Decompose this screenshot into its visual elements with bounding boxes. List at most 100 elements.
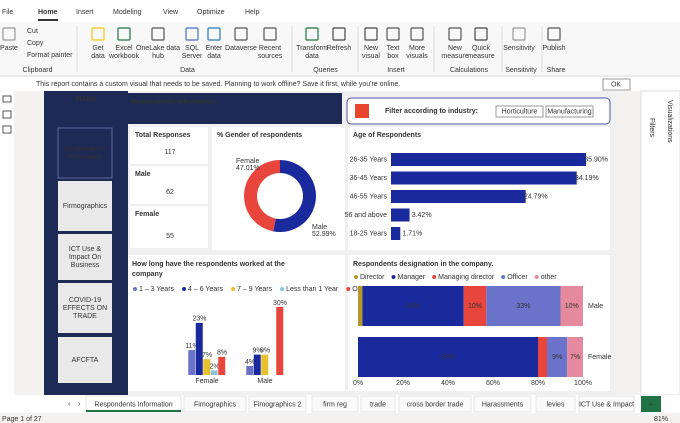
- page-tab[interactable]: [578, 395, 635, 413]
- ribbon-button-label[interactable]: Publish: [543, 45, 566, 52]
- ribbon-button-label[interactable]: Server: [182, 53, 203, 60]
- nav-button[interactable]: [58, 181, 112, 231]
- ribbon-icon[interactable]: [547, 27, 561, 41]
- ribbon-group-label: Queries: [313, 67, 338, 74]
- ribbon-button-label[interactable]: SQL: [185, 45, 199, 52]
- ribbon-small-button[interactable]: Copy: [27, 40, 44, 47]
- ribbon-button-label[interactable]: data: [305, 53, 319, 60]
- page-tab-label[interactable]: Fimographics 2: [254, 401, 302, 408]
- page-tab-label[interactable]: firm reg: [323, 401, 347, 408]
- tab-nav[interactable]: ›: [78, 401, 81, 408]
- menu-tab[interactable]: Help: [245, 9, 260, 16]
- visualizations-pane-label[interactable]: Visualizations: [666, 100, 673, 143]
- menu-tab[interactable]: Home: [38, 9, 58, 16]
- ribbon-icon[interactable]: [117, 27, 131, 41]
- page-tab-label[interactable]: Respondents Information: [94, 401, 172, 408]
- ribbon-icon[interactable]: [332, 27, 346, 41]
- add-page-icon[interactable]: +: [649, 401, 653, 408]
- ribbon-button-label[interactable]: Text: [387, 45, 400, 52]
- ribbon-icon[interactable]: [448, 27, 462, 41]
- ribbon-icon[interactable]: [512, 27, 526, 41]
- ribbon-button-label[interactable]: data: [91, 53, 105, 60]
- legend-marker: [432, 275, 437, 279]
- filter-option[interactable]: [495, 105, 544, 118]
- ribbon-icon[interactable]: [2, 27, 16, 41]
- page-tab[interactable]: [398, 395, 472, 413]
- ribbon-button-label[interactable]: visuals: [406, 53, 428, 60]
- ribbon-button-label[interactable]: OneLake data: [136, 45, 180, 52]
- page-tab[interactable]: [183, 395, 247, 413]
- filter-option-label[interactable]: Horticulture: [502, 108, 538, 115]
- ribbon-button-label[interactable]: Quick: [472, 45, 490, 52]
- page-tab-label[interactable]: Harassments: [482, 401, 524, 408]
- page-tab-label[interactable]: ICT Use & Impact: [579, 401, 634, 408]
- ribbon-button-label[interactable]: Sensitivity: [503, 45, 535, 52]
- model-view-icon[interactable]: [2, 125, 12, 134]
- nav-label[interactable]: ICT Use & Impact On Business: [69, 246, 102, 269]
- page-tab-label[interactable]: cross border trade: [407, 401, 464, 408]
- ribbon-button-label[interactable]: Refresh: [327, 45, 352, 52]
- ribbon-button-label[interactable]: measure: [441, 53, 468, 60]
- menu-tab[interactable]: File: [2, 9, 13, 16]
- add-page-button[interactable]: [641, 396, 661, 412]
- ribbon-button-label[interactable]: New: [364, 45, 379, 52]
- page-tab[interactable]: [360, 395, 396, 413]
- page-tab-label[interactable]: trade: [370, 401, 386, 408]
- ribbon-small-button[interactable]: Format painter: [27, 52, 73, 59]
- ribbon-icon[interactable]: [151, 27, 165, 41]
- nav-button[interactable]: [58, 234, 112, 280]
- ribbon-button-label[interactable]: visual: [362, 53, 380, 60]
- ribbon-icon[interactable]: [185, 27, 199, 41]
- page-tab[interactable]: [248, 395, 307, 413]
- ribbon-small-button[interactable]: Cut: [27, 28, 38, 35]
- table-view-icon[interactable]: [2, 110, 12, 119]
- nav-button[interactable]: [57, 127, 113, 179]
- ribbon-button-label[interactable]: Dataverse: [225, 45, 257, 52]
- ribbon-button-label[interactable]: Paste: [0, 45, 18, 52]
- ok-button[interactable]: [602, 78, 631, 91]
- ribbon-button-label[interactable]: box: [387, 53, 399, 60]
- ribbon-icon[interactable]: [364, 27, 378, 41]
- tab-nav[interactable]: ‹: [68, 401, 71, 408]
- ribbon-icon[interactable]: [91, 27, 105, 41]
- ribbon-button-label[interactable]: measure: [467, 53, 494, 60]
- page-tab[interactable]: [473, 395, 532, 413]
- ribbon-icon[interactable]: [263, 27, 277, 41]
- ribbon-button-label[interactable]: data: [207, 53, 221, 60]
- ribbon-icon[interactable]: [305, 27, 319, 41]
- ribbon-button-label[interactable]: hub: [152, 53, 164, 60]
- ribbon-icon[interactable]: [234, 27, 248, 41]
- nav-label[interactable]: Firmographics: [63, 203, 108, 210]
- page-tab-label[interactable]: Fimographics: [194, 401, 237, 408]
- menu-tab[interactable]: Modeling: [113, 9, 142, 16]
- filter-option-label[interactable]: Manufacturing: [547, 108, 591, 115]
- ribbon-button-label[interactable]: Transform: [296, 45, 328, 52]
- report-view-icon[interactable]: [2, 95, 12, 103]
- menu-tab[interactable]: View: [163, 9, 179, 16]
- ok-button-label[interactable]: OK: [611, 81, 621, 88]
- ribbon-icon[interactable]: [386, 27, 400, 41]
- filters-pane-label[interactable]: Filters: [648, 118, 655, 138]
- page-tab[interactable]: [311, 395, 359, 413]
- ribbon-button-label[interactable]: workbook: [108, 53, 139, 60]
- ribbon-button-label[interactable]: sources: [258, 53, 283, 60]
- ribbon-button-label[interactable]: Excel: [115, 45, 133, 52]
- ribbon-button-label[interactable]: Get: [92, 45, 103, 52]
- page-tab[interactable]: [535, 395, 576, 413]
- filter-option[interactable]: [545, 105, 594, 118]
- menu-tab[interactable]: Optimize: [197, 9, 225, 16]
- page-tab-label[interactable]: levies: [547, 401, 565, 408]
- ribbon-button-label[interactable]: More: [409, 45, 425, 52]
- nav-label[interactable]: AFCFTA: [72, 357, 99, 364]
- menu-tab[interactable]: Insert: [76, 9, 94, 16]
- ribbon-icon[interactable]: [474, 27, 488, 41]
- ribbon-button-label[interactable]: Recent: [259, 45, 281, 52]
- nav-button[interactable]: [58, 283, 112, 333]
- ribbon-button-label[interactable]: Enter: [206, 45, 223, 52]
- nav-label[interactable]: Respondents Information: [64, 146, 106, 161]
- nav-button[interactable]: [58, 337, 112, 383]
- ribbon-icon[interactable]: [410, 27, 424, 41]
- ribbon-icon[interactable]: [207, 27, 221, 41]
- ribbon-button-label[interactable]: New: [448, 45, 463, 52]
- nav-label[interactable]: COVID-19 EFFECTS ON TRADE: [63, 297, 107, 320]
